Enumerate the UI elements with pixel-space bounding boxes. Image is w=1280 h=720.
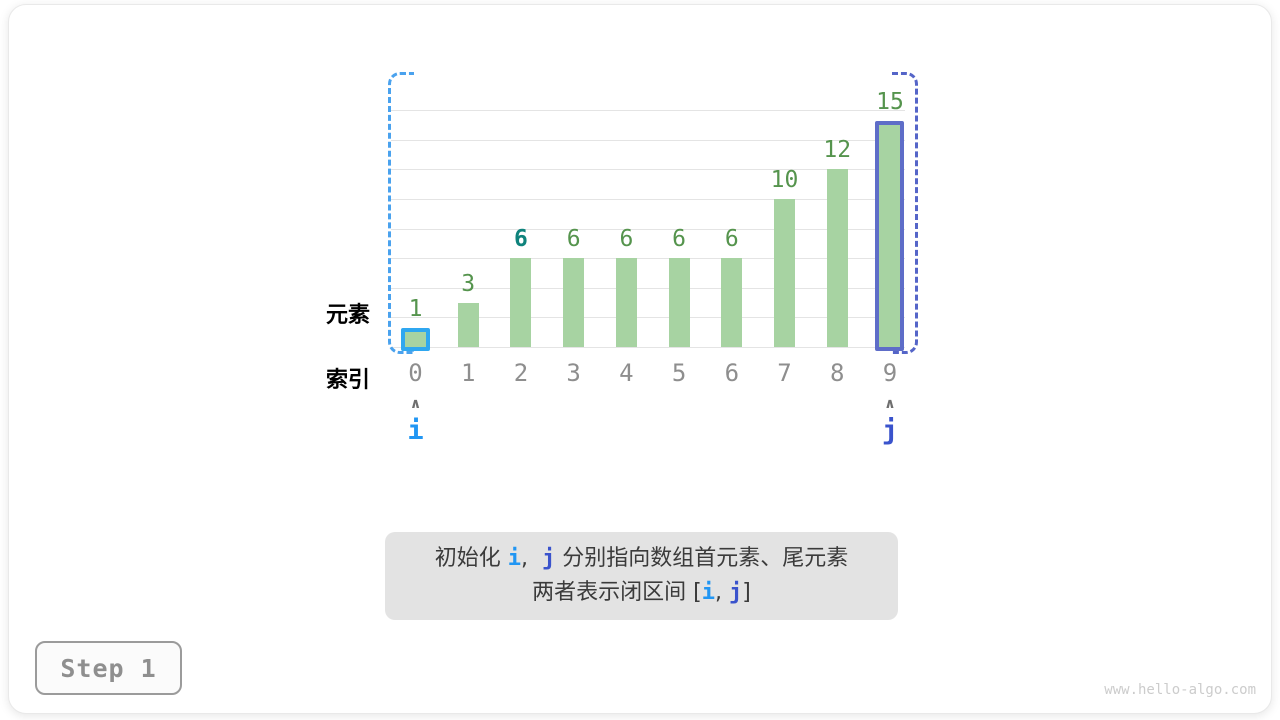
bar-index-0 — [401, 328, 430, 351]
bar-value-label-2: 6 — [514, 226, 528, 252]
index-label-3: 3 — [566, 359, 581, 387]
caption-segment-i-1: i — [701, 580, 715, 605]
pointer-label-i: i — [407, 415, 424, 446]
caption-line-1: 初始化 i, j 分别指向数组首元素、尾元素 — [435, 544, 848, 574]
bar-value-label-6: 6 — [724, 226, 739, 252]
index-label-5: 5 — [671, 359, 687, 387]
caption-segment-plain-0: 初始化 — [434, 546, 508, 571]
gridline-y14 — [391, 139, 905, 141]
bar-value-label-0: 1 — [408, 296, 423, 322]
caption-segment-plain-0: 两者表示闭区间 [ — [532, 580, 702, 605]
index-label-8: 8 — [830, 359, 845, 387]
x-axis-label-indices: 索引 — [325, 368, 370, 393]
bar-value-label-8: 12 — [823, 137, 852, 163]
caption-box: 初始化 i, j 分别指向数组首元素、尾元素 两者表示闭区间 [i, j] — [385, 532, 898, 620]
bar-value-label-3: 6 — [566, 226, 581, 252]
index-label-4: 4 — [619, 359, 634, 387]
gridline-y2 — [391, 317, 905, 319]
index-label-6: 6 — [724, 359, 740, 387]
index-label-2: 2 — [513, 359, 529, 387]
caption-segment-plain-4: ] — [742, 580, 751, 605]
range-bracket-right — [892, 72, 918, 354]
bar-index-4 — [615, 258, 637, 347]
gridline-y6 — [391, 258, 905, 260]
pointer-label-j: j — [881, 415, 899, 446]
range-bracket-left — [388, 72, 414, 354]
index-label-7: 7 — [777, 359, 792, 387]
bar-index-5 — [668, 258, 690, 347]
caption-segment-j-3: j — [541, 546, 556, 571]
step-badge: Step 1 — [35, 641, 182, 695]
bar-index-3 — [563, 258, 585, 347]
caption-segment-plain-4: 分别指向数组首元素、尾元素 — [555, 546, 849, 571]
pointer-caret-j: ∧ — [884, 396, 896, 412]
bar-index-2 — [510, 258, 532, 347]
index-label-1: 1 — [460, 359, 476, 387]
gridline-y0 — [391, 347, 905, 348]
gridline-y4 — [391, 287, 905, 289]
bar-value-label-5: 6 — [672, 226, 687, 252]
gridline-y16 — [391, 110, 905, 112]
bar-value-label-7: 10 — [770, 167, 799, 193]
caption-line-2: 两者表示闭区间 [i, j] — [532, 578, 751, 608]
gridline-y10 — [391, 199, 905, 200]
bar-index-8 — [826, 169, 848, 347]
caption-segment-j-3: j — [728, 580, 743, 605]
caption-segment-plain-2: , — [521, 546, 542, 571]
bar-index-6 — [721, 258, 743, 347]
caption-segment-i-1: i — [507, 546, 521, 571]
bar-value-label-1: 3 — [461, 271, 476, 297]
watermark-url: www.hello-algo.com — [1104, 682, 1256, 698]
bar-index-7 — [774, 199, 796, 347]
index-label-0: 0 — [408, 359, 423, 387]
caption-segment-plain-2: , — [714, 580, 729, 605]
gridline-y8 — [391, 228, 905, 230]
y-axis-label-elements: 元素 — [325, 303, 370, 328]
bar-index-1 — [457, 303, 479, 347]
gridline-y12 — [391, 169, 905, 171]
pointer-caret-i: ∧ — [409, 396, 422, 412]
index-label-9: 9 — [882, 359, 898, 387]
bar-value-label-4: 6 — [619, 226, 634, 252]
bar-value-label-9: 15 — [876, 89, 904, 115]
bar-index-9 — [875, 121, 905, 351]
